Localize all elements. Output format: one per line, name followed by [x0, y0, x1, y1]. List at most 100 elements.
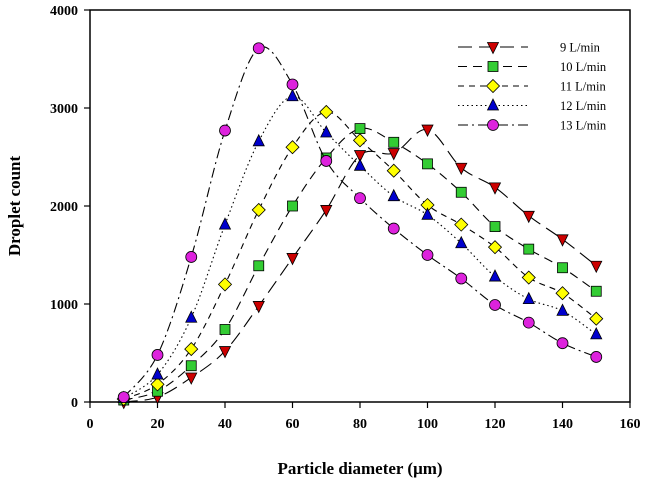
- data-point: [354, 123, 366, 134]
- legend-marker: [486, 98, 500, 111]
- data-point: [320, 205, 333, 218]
- data-point: [487, 240, 503, 255]
- data-point: [556, 337, 569, 350]
- data-point: [287, 200, 298, 212]
- data-point: [319, 104, 334, 119]
- data-point: [286, 78, 299, 91]
- data-point: [421, 124, 434, 137]
- x-axis: 0 20 40 60 80 100 120 140 160: [87, 402, 641, 432]
- data-point: [386, 163, 401, 178]
- series-line: [123, 129, 597, 403]
- legend: 9 L/min 10 L/min 11 L/min 12 L/min 13 L/min: [458, 41, 607, 133]
- x-axis-title: Particle diameter (μm): [277, 459, 442, 478]
- data-point: [185, 372, 198, 385]
- data-point: [218, 346, 232, 359]
- data-point: [557, 262, 568, 274]
- y-tick-label: 3000: [50, 102, 78, 117]
- data-point: [353, 158, 367, 171]
- data-point: [219, 324, 231, 335]
- series-layer: [116, 42, 604, 410]
- data-point: [555, 286, 570, 301]
- data-point: [252, 301, 265, 314]
- series-3: [117, 88, 603, 403]
- data-point: [150, 377, 165, 392]
- data-point: [117, 391, 130, 404]
- legend-marker: [485, 78, 501, 94]
- data-point: [522, 291, 535, 305]
- y-tick-label: 0: [71, 396, 78, 411]
- data-point: [253, 260, 265, 272]
- x-tick-label: 80: [353, 417, 367, 432]
- data-point: [455, 235, 468, 249]
- series-line: [123, 95, 597, 399]
- data-point: [286, 253, 299, 266]
- data-point: [185, 310, 198, 323]
- legend-label: 11 L/min: [560, 80, 606, 94]
- data-point: [522, 316, 535, 329]
- data-point: [590, 351, 603, 363]
- y-axis: 0 1000 2000 3000 4000: [50, 4, 90, 411]
- data-point: [590, 285, 602, 297]
- y-tick-label: 1000: [50, 298, 78, 313]
- data-point: [489, 299, 501, 311]
- data-point: [184, 342, 199, 357]
- data-point: [285, 140, 300, 155]
- data-point: [421, 207, 434, 220]
- data-point: [387, 222, 400, 235]
- legend-label: 9 L/min: [560, 41, 601, 55]
- data-point: [320, 125, 333, 138]
- x-tick-label: 140: [552, 417, 573, 432]
- legend-item: 10 L/min: [458, 60, 607, 74]
- data-point: [387, 148, 400, 161]
- data-point: [252, 42, 265, 55]
- data-point: [185, 360, 197, 372]
- data-point: [185, 251, 198, 263]
- data-point: [354, 192, 366, 205]
- data-point: [589, 311, 604, 326]
- data-point: [320, 155, 333, 167]
- data-point: [489, 221, 501, 232]
- data-point: [388, 136, 400, 148]
- data-point: [522, 210, 535, 224]
- data-point: [454, 217, 469, 232]
- legend-marker: [487, 61, 499, 72]
- x-tick-label: 60: [286, 417, 300, 432]
- data-point: [286, 88, 299, 102]
- x-tick-label: 40: [218, 417, 232, 432]
- data-point: [556, 303, 569, 316]
- x-tick-label: 120: [485, 417, 506, 432]
- x-tick-label: 160: [620, 417, 641, 432]
- legend-item: 11 L/min: [458, 78, 606, 94]
- data-point: [590, 260, 603, 274]
- y-tick-label: 4000: [50, 4, 78, 19]
- data-point: [488, 269, 502, 282]
- data-point: [421, 249, 434, 261]
- x-tick-label: 20: [151, 417, 165, 432]
- y-axis-title: Droplet count: [5, 156, 24, 257]
- x-tick-label: 0: [87, 417, 94, 432]
- data-point: [455, 272, 468, 285]
- x-tick-label: 100: [417, 417, 438, 432]
- series-2: [116, 104, 604, 407]
- data-point: [521, 270, 536, 285]
- data-point: [387, 188, 400, 202]
- legend-marker: [486, 42, 500, 55]
- series-line: [123, 127, 597, 401]
- data-point: [352, 133, 368, 148]
- plot-area: [89, 9, 631, 403]
- data-point: [556, 234, 569, 247]
- data-point: [422, 158, 433, 170]
- legend-label: 12 L/min: [560, 99, 607, 113]
- data-point: [455, 186, 467, 198]
- data-point: [523, 243, 535, 255]
- series-4: [117, 42, 603, 404]
- series-line: [123, 111, 597, 400]
- legend-marker: [487, 119, 499, 131]
- legend-item: 12 L/min: [458, 98, 607, 113]
- data-point: [488, 182, 502, 195]
- y-tick-label: 2000: [50, 200, 78, 215]
- data-point: [219, 124, 231, 137]
- data-point: [218, 217, 232, 230]
- data-point: [455, 162, 468, 176]
